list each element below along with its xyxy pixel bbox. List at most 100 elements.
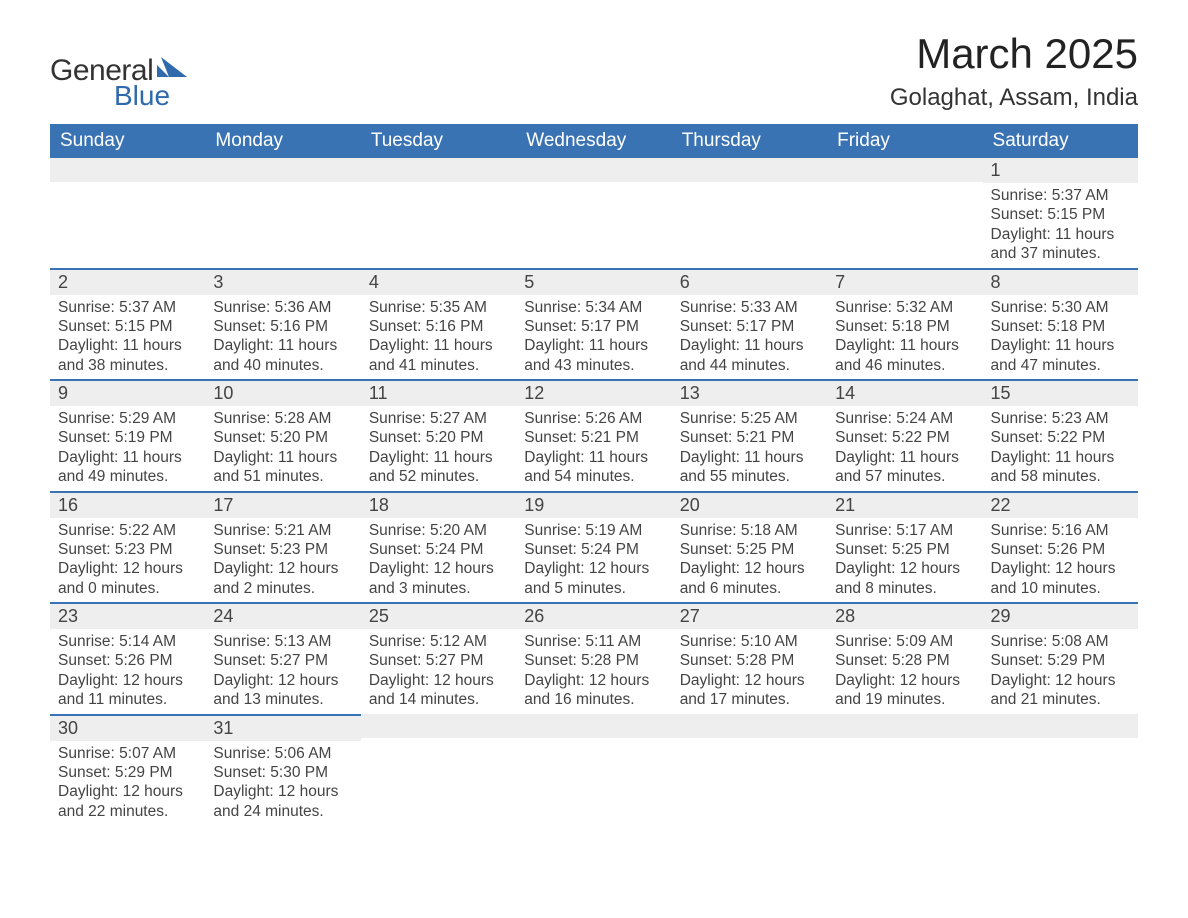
day-details: Sunrise: 5:35 AMSunset: 5:16 PMDaylight:… [361,295,516,380]
day-number: 23 [50,602,205,629]
day-details: Sunrise: 5:17 AMSunset: 5:25 PMDaylight:… [827,518,982,603]
day-number: 17 [205,491,360,518]
day-number: 9 [50,379,205,406]
day-details: Sunrise: 5:37 AMSunset: 5:15 PMDaylight:… [983,183,1138,268]
calendar-week-row: 2Sunrise: 5:37 AMSunset: 5:15 PMDaylight… [50,268,1138,380]
day-number: 10 [205,379,360,406]
day-header: Friday [827,124,982,158]
day-details: Sunrise: 5:10 AMSunset: 5:28 PMDaylight:… [672,629,827,714]
day-number: 18 [361,491,516,518]
day-details: Sunrise: 5:21 AMSunset: 5:23 PMDaylight:… [205,518,360,603]
location-subtitle: Golaghat, Assam, India [890,84,1138,112]
day-details: Sunrise: 5:24 AMSunset: 5:22 PMDaylight:… [827,406,982,491]
calendar-cell [983,714,1138,826]
calendar-cell: 3Sunrise: 5:36 AMSunset: 5:16 PMDaylight… [205,268,360,380]
day-number: 13 [672,379,827,406]
day-number: 19 [516,491,671,518]
calendar-cell [827,158,982,268]
calendar-cell [361,158,516,268]
calendar-week-row: 9Sunrise: 5:29 AMSunset: 5:19 PMDaylight… [50,379,1138,491]
calendar-table: Sunday Monday Tuesday Wednesday Thursday… [50,124,1138,825]
calendar-cell: 7Sunrise: 5:32 AMSunset: 5:18 PMDaylight… [827,268,982,380]
day-details: Sunrise: 5:36 AMSunset: 5:16 PMDaylight:… [205,295,360,380]
day-number: 2 [50,268,205,295]
calendar-cell: 22Sunrise: 5:16 AMSunset: 5:26 PMDayligh… [983,491,1138,603]
calendar-cell [50,158,205,268]
day-header: Monday [205,124,360,158]
day-number: 7 [827,268,982,295]
day-details: Sunrise: 5:26 AMSunset: 5:21 PMDaylight:… [516,406,671,491]
day-details: Sunrise: 5:13 AMSunset: 5:27 PMDaylight:… [205,629,360,714]
calendar-cell: 29Sunrise: 5:08 AMSunset: 5:29 PMDayligh… [983,602,1138,714]
calendar-week-row: 16Sunrise: 5:22 AMSunset: 5:23 PMDayligh… [50,491,1138,603]
calendar-cell [516,158,671,268]
day-number: 15 [983,379,1138,406]
day-number: 8 [983,268,1138,295]
calendar-cell: 21Sunrise: 5:17 AMSunset: 5:25 PMDayligh… [827,491,982,603]
day-details: Sunrise: 5:18 AMSunset: 5:25 PMDaylight:… [672,518,827,603]
calendar-cell: 13Sunrise: 5:25 AMSunset: 5:21 PMDayligh… [672,379,827,491]
day-details: Sunrise: 5:08 AMSunset: 5:29 PMDaylight:… [983,629,1138,714]
calendar-cell: 25Sunrise: 5:12 AMSunset: 5:27 PMDayligh… [361,602,516,714]
day-details: Sunrise: 5:34 AMSunset: 5:17 PMDaylight:… [516,295,671,380]
day-details: Sunrise: 5:30 AMSunset: 5:18 PMDaylight:… [983,295,1138,380]
page-title: March 2025 [890,30,1138,78]
calendar-cell: 2Sunrise: 5:37 AMSunset: 5:15 PMDaylight… [50,268,205,380]
logo: General Blue [50,54,187,112]
day-number: 20 [672,491,827,518]
day-details: Sunrise: 5:25 AMSunset: 5:21 PMDaylight:… [672,406,827,491]
calendar-cell: 27Sunrise: 5:10 AMSunset: 5:28 PMDayligh… [672,602,827,714]
day-number: 16 [50,491,205,518]
day-number: 22 [983,491,1138,518]
logo-text-bottom: Blue [114,80,187,112]
calendar-cell: 5Sunrise: 5:34 AMSunset: 5:17 PMDaylight… [516,268,671,380]
calendar-cell: 9Sunrise: 5:29 AMSunset: 5:19 PMDaylight… [50,379,205,491]
calendar-cell [205,158,360,268]
day-number: 11 [361,379,516,406]
calendar-cell: 12Sunrise: 5:26 AMSunset: 5:21 PMDayligh… [516,379,671,491]
day-number: 4 [361,268,516,295]
day-details: Sunrise: 5:16 AMSunset: 5:26 PMDaylight:… [983,518,1138,603]
day-number: 27 [672,602,827,629]
day-number: 3 [205,268,360,295]
day-details: Sunrise: 5:22 AMSunset: 5:23 PMDaylight:… [50,518,205,603]
calendar-header-row: Sunday Monday Tuesday Wednesday Thursday… [50,124,1138,158]
logo-flag-icon [157,57,187,82]
day-details: Sunrise: 5:28 AMSunset: 5:20 PMDaylight:… [205,406,360,491]
day-header: Thursday [672,124,827,158]
day-number: 6 [672,268,827,295]
day-details: Sunrise: 5:33 AMSunset: 5:17 PMDaylight:… [672,295,827,380]
day-details: Sunrise: 5:23 AMSunset: 5:22 PMDaylight:… [983,406,1138,491]
day-details: Sunrise: 5:19 AMSunset: 5:24 PMDaylight:… [516,518,671,603]
calendar-cell [672,714,827,826]
day-number: 5 [516,268,671,295]
calendar-cell: 31Sunrise: 5:06 AMSunset: 5:30 PMDayligh… [205,714,360,826]
day-details: Sunrise: 5:11 AMSunset: 5:28 PMDaylight:… [516,629,671,714]
day-number: 21 [827,491,982,518]
day-number: 29 [983,602,1138,629]
calendar-week-row: 23Sunrise: 5:14 AMSunset: 5:26 PMDayligh… [50,602,1138,714]
day-details: Sunrise: 5:37 AMSunset: 5:15 PMDaylight:… [50,295,205,380]
calendar-week-row: 30Sunrise: 5:07 AMSunset: 5:29 PMDayligh… [50,714,1138,826]
day-header: Saturday [983,124,1138,158]
calendar-cell: 4Sunrise: 5:35 AMSunset: 5:16 PMDaylight… [361,268,516,380]
calendar-cell: 20Sunrise: 5:18 AMSunset: 5:25 PMDayligh… [672,491,827,603]
day-number: 26 [516,602,671,629]
day-details: Sunrise: 5:09 AMSunset: 5:28 PMDaylight:… [827,629,982,714]
day-number: 25 [361,602,516,629]
day-number: 30 [50,714,205,741]
calendar-cell: 19Sunrise: 5:19 AMSunset: 5:24 PMDayligh… [516,491,671,603]
calendar-cell: 11Sunrise: 5:27 AMSunset: 5:20 PMDayligh… [361,379,516,491]
calendar-cell [672,158,827,268]
day-number: 12 [516,379,671,406]
calendar-cell [827,714,982,826]
day-details: Sunrise: 5:20 AMSunset: 5:24 PMDaylight:… [361,518,516,603]
calendar-cell: 24Sunrise: 5:13 AMSunset: 5:27 PMDayligh… [205,602,360,714]
day-details: Sunrise: 5:32 AMSunset: 5:18 PMDaylight:… [827,295,982,380]
calendar-cell: 8Sunrise: 5:30 AMSunset: 5:18 PMDaylight… [983,268,1138,380]
day-details: Sunrise: 5:06 AMSunset: 5:30 PMDaylight:… [205,741,360,826]
calendar-cell: 23Sunrise: 5:14 AMSunset: 5:26 PMDayligh… [50,602,205,714]
day-details: Sunrise: 5:12 AMSunset: 5:27 PMDaylight:… [361,629,516,714]
calendar-cell: 28Sunrise: 5:09 AMSunset: 5:28 PMDayligh… [827,602,982,714]
calendar-cell [516,714,671,826]
